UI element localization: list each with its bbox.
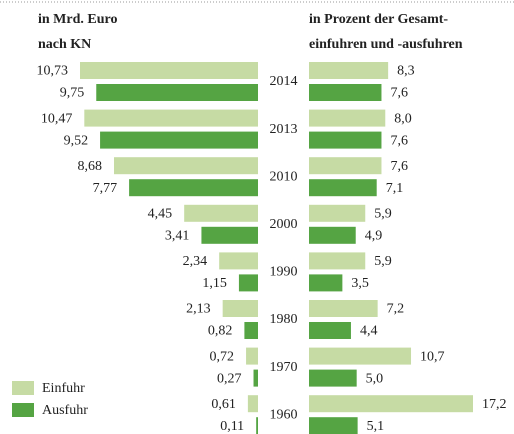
bar	[247, 395, 258, 413]
bar	[309, 157, 382, 175]
bar	[309, 274, 343, 292]
bar	[309, 131, 382, 149]
bar	[219, 252, 258, 270]
bar	[256, 417, 258, 434]
bar	[309, 84, 382, 101]
value-label: 7,77	[93, 181, 118, 196]
value-label: 17,2	[482, 397, 507, 412]
value-label: 0,61	[211, 397, 236, 412]
value-label: 0,72	[210, 349, 235, 364]
bar	[100, 131, 258, 149]
bar	[201, 226, 258, 244]
value-label: 1,15	[202, 276, 227, 291]
year-label: 2014	[270, 74, 298, 89]
value-label: 2,34	[183, 254, 208, 269]
value-label: 4,4	[360, 324, 378, 339]
bar	[114, 157, 259, 175]
legend-label: Einfuhr	[42, 381, 85, 396]
bar	[244, 322, 258, 339]
bar	[253, 369, 258, 387]
value-label: 10,73	[37, 64, 69, 79]
bar	[309, 369, 357, 387]
value-label: 2,13	[186, 302, 211, 317]
year-label: 2013	[270, 122, 298, 137]
panel-title: in Mrd. Euro	[38, 12, 117, 27]
year-label: 1960	[270, 407, 298, 422]
value-label: 0,11	[220, 419, 244, 434]
value-label: 7,1	[386, 181, 404, 196]
value-label: 9,52	[64, 133, 89, 148]
value-label: 4,9	[365, 229, 383, 244]
value-label: 7,6	[390, 133, 408, 148]
value-label: 0,27	[217, 371, 242, 386]
bar	[80, 62, 258, 79]
panel-title: in Prozent der Gesamt-	[309, 12, 448, 27]
value-label: 9,75	[60, 86, 85, 101]
year-label: 1990	[270, 265, 298, 280]
value-label: 8,0	[394, 111, 412, 126]
value-label: 10,7	[420, 349, 445, 364]
value-label: 8,68	[78, 159, 103, 174]
value-label: 5,9	[374, 207, 392, 222]
bar	[309, 179, 377, 197]
year-label: 2010	[270, 169, 298, 184]
bar	[129, 179, 258, 197]
value-label: 10,47	[41, 111, 73, 126]
bar	[238, 274, 258, 292]
bar	[309, 226, 356, 244]
bar	[184, 204, 258, 222]
panel-title: nach KN	[38, 37, 91, 52]
bar	[309, 204, 366, 222]
value-label: 8,3	[397, 64, 415, 79]
value-label: 5,9	[374, 254, 392, 269]
bar	[96, 84, 258, 101]
panel-title: einfuhren und -ausfuhren	[309, 37, 463, 52]
bar	[222, 300, 258, 317]
bar	[309, 109, 386, 127]
bar	[309, 252, 366, 270]
value-label: 4,45	[148, 207, 173, 222]
year-label: 2000	[270, 217, 298, 232]
legend-swatch	[12, 381, 34, 395]
bar	[309, 62, 389, 79]
value-label: 7,2	[387, 302, 405, 317]
value-label: 3,5	[351, 276, 369, 291]
bar	[309, 395, 473, 413]
legend-swatch	[12, 403, 34, 417]
value-label: 5,1	[367, 419, 385, 434]
value-label: 7,6	[390, 159, 408, 174]
bar	[309, 322, 351, 339]
year-label: 1970	[270, 360, 298, 375]
value-label: 5,0	[366, 371, 384, 386]
bar	[309, 417, 358, 434]
legend-label: Ausfuhr	[42, 403, 88, 418]
value-label: 0,82	[208, 324, 233, 339]
value-label: 3,41	[165, 229, 190, 244]
bar	[84, 109, 258, 127]
bar	[246, 347, 258, 365]
value-label: 7,6	[390, 86, 408, 101]
bar	[309, 347, 412, 365]
bar	[309, 300, 378, 317]
year-label: 1980	[270, 312, 298, 327]
